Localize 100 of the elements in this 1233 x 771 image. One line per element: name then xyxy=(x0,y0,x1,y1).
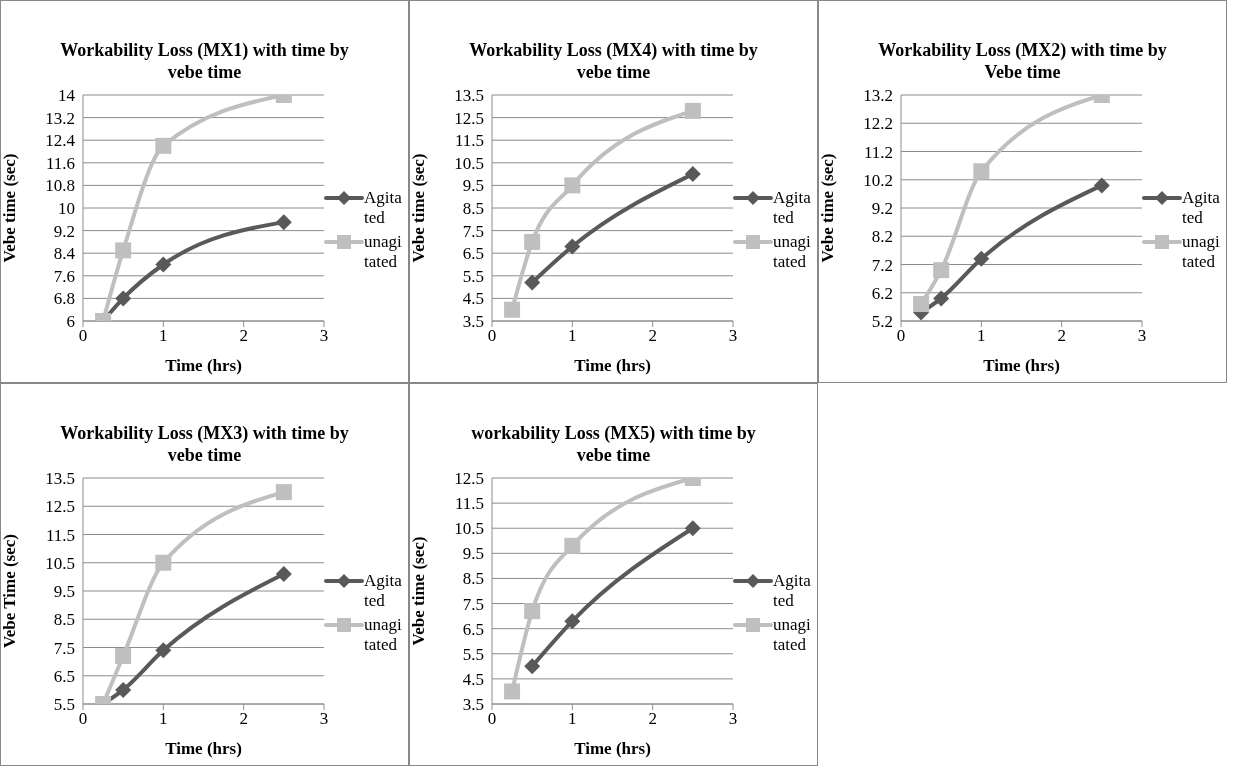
point xyxy=(115,242,132,259)
x-tick-label: 1 xyxy=(568,326,577,346)
x-axis-title: Time (hrs) xyxy=(574,739,651,758)
y-tick-label: 10.5 xyxy=(454,519,484,539)
y-tick-label: 6.2 xyxy=(871,283,893,303)
point xyxy=(973,163,990,180)
y-tick-label: 10.2 xyxy=(863,170,893,190)
point xyxy=(684,102,701,119)
y-tick-label: 7.5 xyxy=(53,638,75,658)
point xyxy=(933,290,950,307)
y-tick-label: 6.5 xyxy=(462,244,484,264)
chart-title: Workability Loss (MX2) with time by Vebe time xyxy=(878,40,1167,82)
y-tick-label: 12.5 xyxy=(45,497,75,517)
y-tick-label: 7.6 xyxy=(53,266,75,286)
y-axis-title: Vebe time (sec) xyxy=(818,153,838,263)
y-tick-label: 9.2 xyxy=(53,221,75,241)
x-tick-label: 2 xyxy=(239,326,248,346)
y-tick-label: 9.5 xyxy=(53,582,75,602)
y-tick-label: 5.5 xyxy=(462,266,484,286)
x-tick-label: 2 xyxy=(1057,326,1066,346)
y-tick-label: 10.5 xyxy=(45,553,75,573)
x-tick-label: 1 xyxy=(159,326,168,346)
point xyxy=(564,177,581,194)
y-tick-label: 10 xyxy=(58,199,75,219)
chart-title: Workability Loss (MX3) with time by vebe time xyxy=(60,423,349,465)
y-axis-title: Vebe Time (sec) xyxy=(0,534,20,648)
point xyxy=(973,250,990,267)
legend-label: unagitated xyxy=(364,615,402,655)
x-tick-label: 0 xyxy=(487,709,497,729)
point xyxy=(1093,177,1110,194)
chart-title: workability Loss (MX5) with time by vebe time xyxy=(471,423,756,465)
y-tick-label: 7.2 xyxy=(871,255,893,275)
x-tick-label: 0 xyxy=(896,326,906,346)
y-tick-label: 13.2 xyxy=(863,86,893,106)
y-tick-label: 8.5 xyxy=(462,199,484,219)
point xyxy=(275,566,292,583)
point xyxy=(933,262,950,279)
chart-title: Workability Loss (MX4) with time by vebe time xyxy=(469,40,758,82)
y-tick-label: 5.2 xyxy=(871,312,893,332)
y-tick-label: 8.4 xyxy=(53,244,76,264)
x-tick-label: 1 xyxy=(568,709,577,729)
y-tick-label: 9.2 xyxy=(871,199,893,219)
x-axis-title: Time (hrs) xyxy=(165,739,242,758)
y-tick-label: 5.5 xyxy=(53,695,75,715)
point xyxy=(155,554,172,571)
y-tick-label: 7.5 xyxy=(462,594,484,614)
x-tick-label: 2 xyxy=(239,709,248,729)
y-tick-label: 5.5 xyxy=(462,644,484,664)
x-tick-label: 3 xyxy=(728,709,738,729)
legend-label: unagitated xyxy=(773,232,811,272)
x-tick-label: 1 xyxy=(159,709,168,729)
y-tick-label: 14 xyxy=(58,86,76,106)
y-axis-title: Vebe time (sec) xyxy=(409,536,429,646)
point xyxy=(684,520,701,537)
point xyxy=(524,603,541,620)
y-tick-label: 11.6 xyxy=(45,153,75,173)
x-tick-label: 3 xyxy=(319,709,329,729)
y-tick-label: 12.5 xyxy=(454,108,484,128)
y-tick-label: 3.5 xyxy=(462,312,484,332)
y-tick-label: 12.5 xyxy=(454,469,484,489)
y-tick-label: 11.5 xyxy=(45,525,75,545)
y-tick-label: 12.4 xyxy=(45,131,76,151)
y-tick-label: 9.5 xyxy=(462,176,484,196)
point xyxy=(155,642,172,659)
y-tick-label: 6.5 xyxy=(462,619,484,639)
y-tick-label: 12.2 xyxy=(863,114,893,134)
y-tick-label: 10.8 xyxy=(45,176,75,196)
point xyxy=(115,647,132,664)
y-axis-title: Vebe time (sec) xyxy=(409,153,429,263)
point xyxy=(504,301,521,318)
y-tick-label: 13.5 xyxy=(454,86,484,106)
y-tick-label: 6.8 xyxy=(53,289,75,309)
y-tick-label: 13.2 xyxy=(45,108,75,128)
x-tick-label: 1 xyxy=(977,326,986,346)
point xyxy=(564,238,581,255)
point xyxy=(524,658,541,675)
y-tick-label: 6 xyxy=(66,312,75,332)
point xyxy=(564,537,581,554)
point xyxy=(115,290,132,307)
chart-title: Workability Loss (MX1) with time by vebe time xyxy=(60,40,349,82)
x-tick-label: 3 xyxy=(319,326,329,346)
legend-label: unagitated xyxy=(364,232,402,272)
x-axis-title: Time (hrs) xyxy=(574,356,651,375)
y-tick-label: 4.5 xyxy=(462,669,484,689)
y-tick-label: 11.2 xyxy=(863,142,893,162)
point xyxy=(155,256,172,273)
y-tick-label: 11.5 xyxy=(454,131,484,151)
y-tick-label: 8.5 xyxy=(53,610,75,630)
x-tick-label: 3 xyxy=(728,326,738,346)
y-tick-label: 8.5 xyxy=(462,569,484,589)
y-tick-label: 11.5 xyxy=(454,494,484,514)
x-tick-label: 0 xyxy=(78,709,88,729)
point xyxy=(524,233,541,250)
point xyxy=(115,681,132,698)
x-tick-label: 2 xyxy=(648,709,657,729)
x-tick-label: 2 xyxy=(648,326,657,346)
point xyxy=(275,484,292,501)
point xyxy=(275,214,292,231)
y-tick-label: 3.5 xyxy=(462,695,484,715)
x-tick-label: 3 xyxy=(1137,326,1147,346)
